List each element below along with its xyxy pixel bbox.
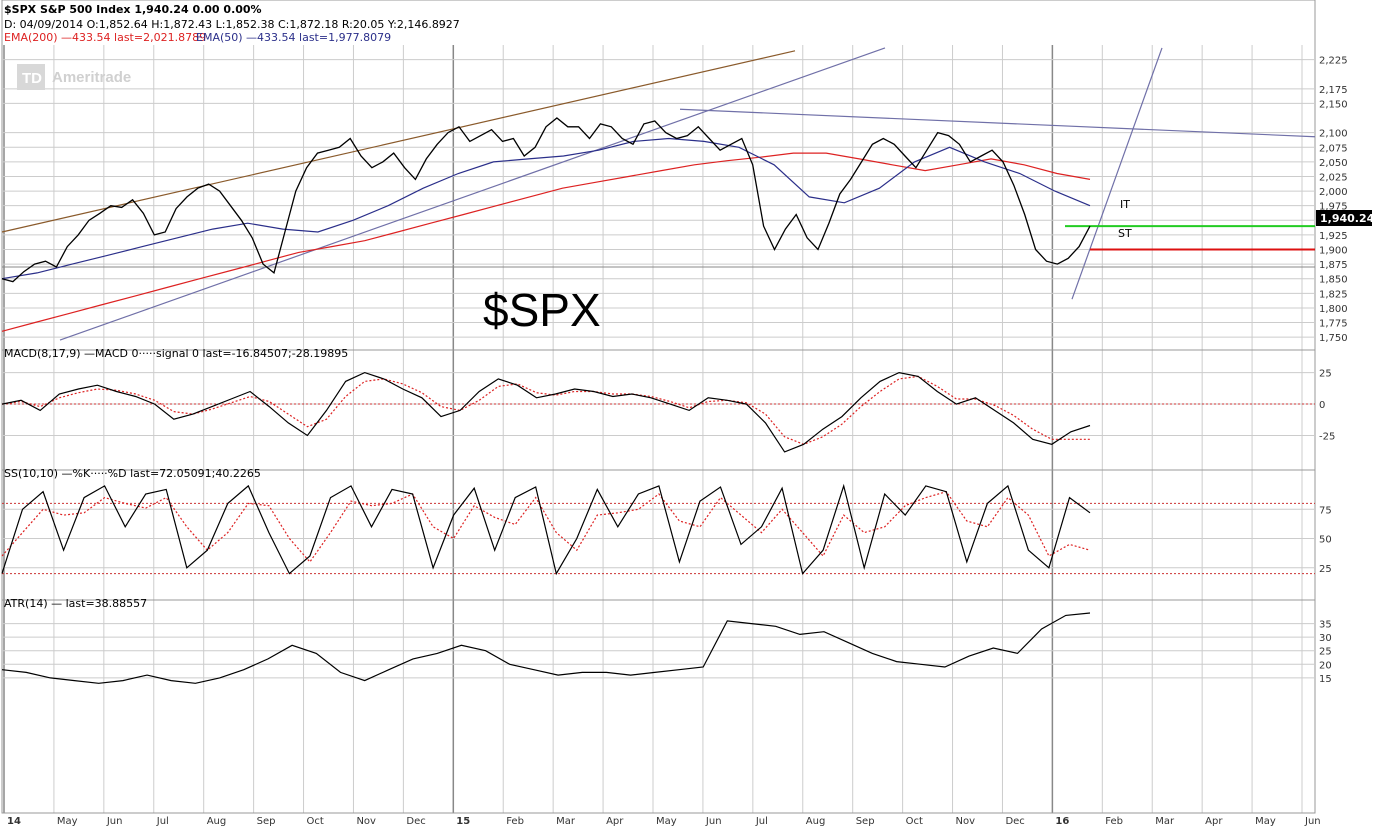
x-tick-label: Apr — [606, 816, 624, 827]
top-resistance-line — [679, 108, 1316, 138]
x-tick-label: Sep — [856, 816, 875, 827]
ema50-line — [1, 137, 1091, 280]
last-price-tag-bg — [1316, 210, 1372, 226]
st-label: ST — [1118, 227, 1132, 240]
last-price-tag: 1,940.24 — [1320, 212, 1375, 225]
x-tick-label: Jun — [106, 816, 123, 827]
x-tick-label: Apr — [1205, 816, 1223, 827]
ameritrade-watermark: Ameritrade — [52, 69, 131, 86]
price-tick-label: 1,800 — [1319, 304, 1348, 315]
ss-tick-label: 50 — [1319, 535, 1332, 546]
x-tick-label: Aug — [207, 816, 227, 827]
atr-tick-label: 35 — [1319, 620, 1332, 631]
it-label: IT — [1120, 198, 1130, 211]
x-tick-label: 16 — [1055, 816, 1069, 827]
price-line — [1, 117, 1091, 283]
macd-tick-label: 0 — [1319, 400, 1325, 411]
price-tick-label: 2,225 — [1319, 56, 1348, 67]
x-tick-label: Feb — [1105, 816, 1123, 827]
x-tick-label: Jun — [1304, 816, 1321, 827]
ss-tick-label: 25 — [1319, 564, 1332, 575]
x-tick-label: Jun — [705, 816, 722, 827]
ema200-line — [1, 152, 1091, 332]
x-tick-label: Feb — [506, 816, 524, 827]
price-tick-label: 1,975 — [1319, 202, 1348, 213]
ema50-legend: EMA(50) —433.54 last=1,977.8079 — [196, 31, 391, 44]
x-tick-label: Aug — [806, 816, 826, 827]
price-tick-label: 2,000 — [1319, 187, 1348, 198]
ss-legend: SS(10,10) —%K·····%D last=72.05091;40.22… — [4, 467, 261, 480]
price-tick-label: 1,775 — [1319, 319, 1348, 330]
td-logo-box — [17, 64, 45, 90]
x-tick-label: May — [656, 816, 677, 827]
atr-line — [1, 612, 1091, 684]
x-tick-label: Sep — [257, 816, 276, 827]
price-tick-label: 1,850 — [1319, 275, 1348, 286]
td-logo-letters: TD — [22, 70, 42, 87]
price-tick-label: 1,900 — [1319, 246, 1348, 257]
x-tick-label: Jul — [755, 816, 768, 827]
macd-signal-line — [1, 375, 1090, 445]
header-title: $SPX S&P 500 Index 1,940.24 0.00 0.00% — [4, 3, 262, 16]
price-tick-label: 1,750 — [1319, 333, 1348, 344]
steep-rally-line — [1071, 47, 1163, 300]
rising-trendline-lower — [59, 47, 886, 341]
x-tick-label: Oct — [906, 816, 923, 827]
x-tick-label: Dec — [1005, 816, 1024, 827]
price-tick-label: 1,825 — [1319, 289, 1348, 300]
x-tick-label: Nov — [956, 816, 976, 827]
ss-d-line — [1, 491, 1091, 563]
macd-line — [1, 371, 1091, 453]
x-tick-label: Oct — [307, 816, 324, 827]
ss-k-line — [1, 483, 1091, 576]
price-tick-label: 2,025 — [1319, 172, 1348, 183]
atr-legend: ATR(14) — last=38.88557 — [4, 597, 147, 610]
x-tick-label: Dec — [406, 816, 425, 827]
price-tick-label: 1,925 — [1319, 231, 1348, 242]
price-tick-label: 1,875 — [1319, 260, 1348, 271]
ss-tick-label: 75 — [1319, 505, 1332, 516]
x-tick-label: Mar — [556, 816, 576, 827]
x-tick-label: 14 — [7, 816, 21, 827]
atr-tick-label: 30 — [1319, 633, 1332, 644]
price-tick-label: 2,075 — [1319, 143, 1348, 154]
big-symbol: $SPX — [483, 284, 601, 336]
x-tick-label: Jul — [156, 816, 169, 827]
atr-tick-label: 15 — [1319, 674, 1332, 685]
macd-tick-label: 25 — [1319, 369, 1332, 380]
ema200-legend: EMA(200) —433.54 last=2,021.8789 — [4, 31, 206, 44]
macd-tick-label: -25 — [1319, 432, 1335, 443]
price-tick-label: 2,050 — [1319, 158, 1348, 169]
price-tick-label: 2,100 — [1319, 129, 1348, 140]
macd-legend: MACD(8,17,9) —MACD 0·····signal 0 last=-… — [4, 347, 348, 360]
atr-tick-label: 20 — [1319, 660, 1332, 671]
x-tick-label: May — [57, 816, 78, 827]
x-tick-label: Mar — [1155, 816, 1175, 827]
x-tick-label: 15 — [456, 816, 470, 827]
header-ohlc: D: 04/09/2014 O:1,852.64 H:1,872.43 L:1,… — [4, 18, 460, 31]
x-tick-label: May — [1255, 816, 1276, 827]
atr-tick-label: 25 — [1319, 647, 1332, 658]
price-tick-label: 2,150 — [1319, 99, 1348, 110]
price-tick-label: 2,175 — [1319, 85, 1348, 96]
x-tick-label: Nov — [356, 816, 376, 827]
